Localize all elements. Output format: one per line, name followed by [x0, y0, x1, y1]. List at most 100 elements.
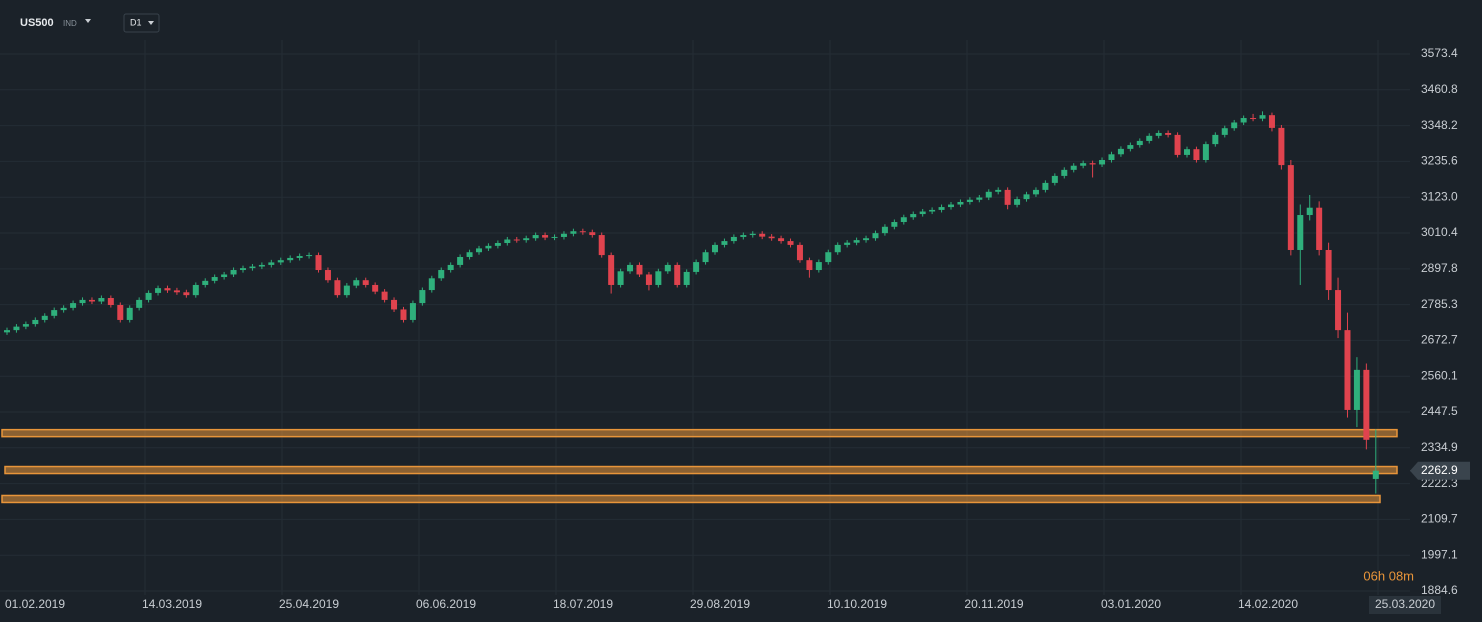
- y-tick-label: 2109.7: [1421, 512, 1458, 526]
- y-tick-label: 1997.1: [1421, 547, 1458, 561]
- candle-body: [315, 255, 322, 271]
- candle-body: [768, 236, 775, 239]
- candle-body: [1231, 122, 1238, 129]
- support-level: [1, 494, 1381, 504]
- timeframe-dropdown[interactable]: [148, 21, 154, 25]
- support-level: [4, 465, 1398, 475]
- candle-body: [560, 233, 567, 237]
- y-tick-label: 2785.3: [1421, 297, 1458, 311]
- y-tick-label: 2672.7: [1421, 333, 1458, 347]
- candle-body: [806, 260, 813, 271]
- timeframe[interactable]: D1: [130, 17, 142, 27]
- candle-body: [532, 235, 539, 239]
- x-tick-label: 14.02.2020: [1238, 597, 1298, 611]
- candle-body: [145, 292, 152, 300]
- candle-body: [1155, 132, 1162, 136]
- candle-body: [1363, 369, 1370, 440]
- candle-body: [655, 271, 662, 285]
- candle-body: [343, 285, 350, 296]
- candle-body: [249, 266, 256, 269]
- candle-body: [1032, 189, 1039, 195]
- candle-body: [1259, 115, 1266, 119]
- candle-body: [192, 284, 199, 296]
- candle-body: [362, 280, 369, 285]
- candle-body: [221, 274, 228, 278]
- candle-body: [542, 235, 549, 238]
- candle-body: [1268, 115, 1275, 128]
- candle-body: [117, 305, 124, 320]
- candle-body: [796, 244, 803, 261]
- candle-body: [1080, 163, 1087, 166]
- x-tick-label: 20.11.2019: [964, 597, 1023, 611]
- x-tick-label: 06.06.2019: [416, 597, 476, 611]
- candle-body: [428, 278, 435, 291]
- candle-body: [353, 280, 360, 286]
- candle-body: [1316, 207, 1323, 250]
- symbol-dropdown[interactable]: [85, 19, 91, 23]
- candle-body: [324, 270, 331, 281]
- candle-body: [400, 309, 407, 320]
- candle-body: [778, 238, 785, 242]
- candle-body: [570, 231, 577, 234]
- candle-body: [891, 222, 898, 227]
- candle-body: [1202, 144, 1209, 161]
- x-tick-label: 14.03.2019: [142, 597, 202, 611]
- candle-body: [1297, 215, 1304, 250]
- y-tick-label: 3235.6: [1421, 154, 1458, 168]
- candle-body: [1287, 165, 1294, 250]
- candle-body: [268, 262, 275, 265]
- candle-body: [183, 292, 190, 296]
- candle-body: [995, 189, 1002, 192]
- candle-body: [900, 217, 907, 223]
- candle-body: [929, 209, 936, 212]
- candle-body: [1335, 290, 1342, 331]
- y-tick-label: 3010.4: [1421, 225, 1458, 239]
- candle-body: [1089, 163, 1096, 165]
- candle-body: [447, 264, 454, 271]
- y-tick-label: 3573.4: [1421, 46, 1458, 60]
- candle-body: [1250, 118, 1257, 120]
- candle-body: [853, 240, 860, 243]
- x-tick-label: 03.01.2020: [1101, 597, 1161, 611]
- candle-body: [589, 232, 596, 236]
- y-tick-label: 2447.5: [1421, 404, 1458, 418]
- candle-body: [579, 231, 586, 233]
- candle-body: [409, 303, 416, 320]
- candle-body: [296, 256, 303, 258]
- candle-body: [1174, 134, 1181, 155]
- candle-body: [136, 299, 143, 308]
- candle-body: [476, 248, 482, 253]
- candle-body: [513, 239, 520, 241]
- countdown: 06h 08m: [1363, 568, 1414, 583]
- candle-body: [1165, 132, 1172, 135]
- candle-body: [948, 204, 954, 208]
- candle-body: [51, 310, 58, 316]
- candle-body: [759, 233, 766, 237]
- candle-body: [740, 235, 747, 237]
- candle-body: [60, 307, 67, 311]
- y-tick-label: 2334.9: [1421, 440, 1458, 454]
- candle-body: [1099, 160, 1106, 165]
- candle-body: [844, 242, 851, 245]
- candle-body: [13, 326, 20, 331]
- candle-body: [551, 236, 558, 238]
- candle-body: [825, 252, 832, 263]
- symbol-type[interactable]: IND: [63, 19, 77, 28]
- candle-body: [815, 262, 822, 271]
- y-tick-label: 2560.1: [1421, 368, 1458, 382]
- x-label-box: [1369, 596, 1441, 614]
- candle-body: [126, 307, 133, 320]
- candle-body: [730, 236, 737, 242]
- candle-body: [173, 290, 180, 293]
- symbol[interactable]: US500: [20, 17, 54, 29]
- candle-body: [41, 315, 48, 320]
- candle-body: [985, 191, 992, 198]
- candle-body: [645, 274, 652, 285]
- candle-body: [787, 241, 794, 245]
- candle-body: [910, 214, 917, 218]
- timeframe-box[interactable]: [123, 13, 160, 33]
- candle-body: [70, 303, 77, 308]
- candle-body: [598, 235, 605, 256]
- candle-body: [1023, 194, 1030, 200]
